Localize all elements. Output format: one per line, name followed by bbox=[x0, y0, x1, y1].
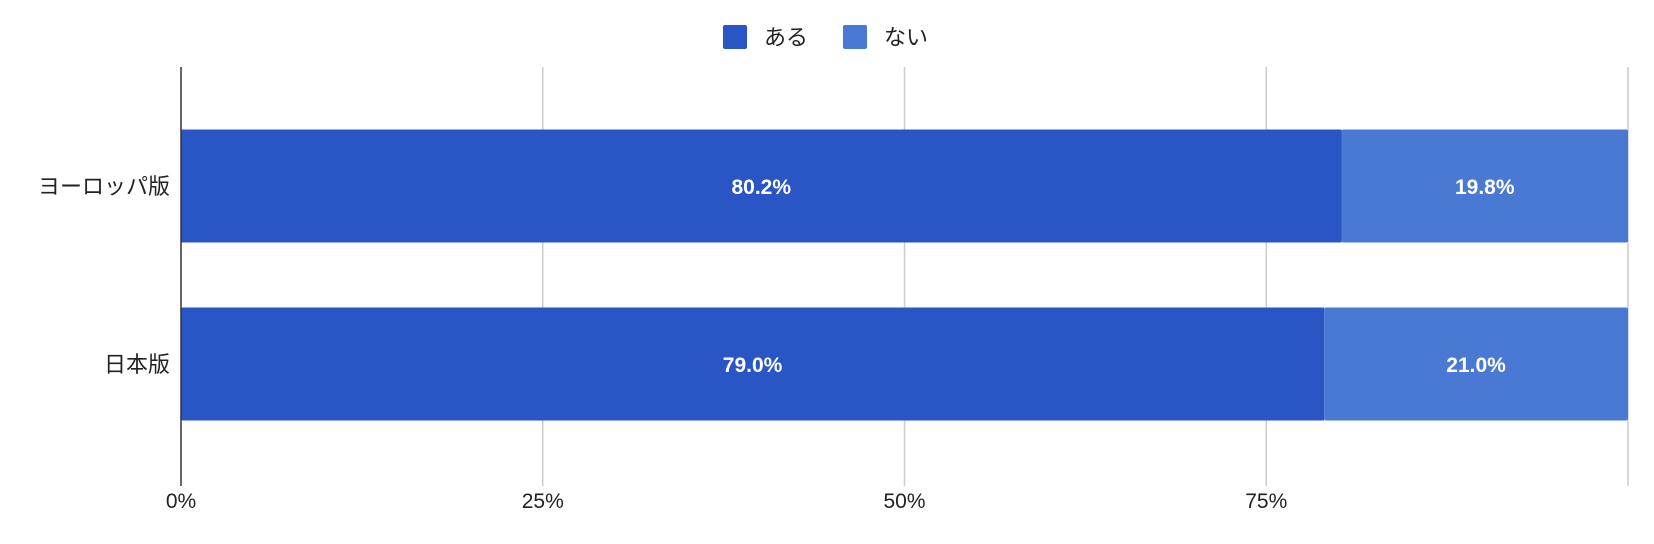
bar-segment-2-1 bbox=[181, 307, 1325, 421]
data-label-2-1: 79.0% bbox=[723, 354, 783, 377]
data-label-2-2: 21.0% bbox=[1446, 354, 1506, 377]
category-label-1: ヨーロッパ版 bbox=[38, 174, 170, 199]
bars: 80.2% 19.8% 79.0% 21.0% bbox=[181, 129, 1628, 421]
x-tick-label-25: 25% bbox=[522, 490, 564, 513]
x-tick-label-75: 75% bbox=[1245, 490, 1287, 513]
bar-segment-1-1 bbox=[181, 129, 1342, 243]
x-tick-label-50: 50% bbox=[883, 490, 925, 513]
legend: ある ない bbox=[723, 25, 928, 50]
x-tick-label-0: 0% bbox=[166, 490, 196, 513]
bar-segment-1-2 bbox=[1341, 129, 1628, 243]
category-label-2: 日本版 bbox=[104, 352, 170, 377]
legend-label-1: ある bbox=[764, 25, 808, 50]
data-label-1-2: 19.8% bbox=[1455, 176, 1515, 199]
legend-label-2: ない bbox=[884, 25, 928, 50]
bar-segment-2-2 bbox=[1324, 307, 1628, 421]
data-label-1-1: 80.2% bbox=[731, 176, 791, 199]
legend-swatch-1 bbox=[723, 25, 747, 49]
legend-swatch-2 bbox=[843, 25, 867, 49]
